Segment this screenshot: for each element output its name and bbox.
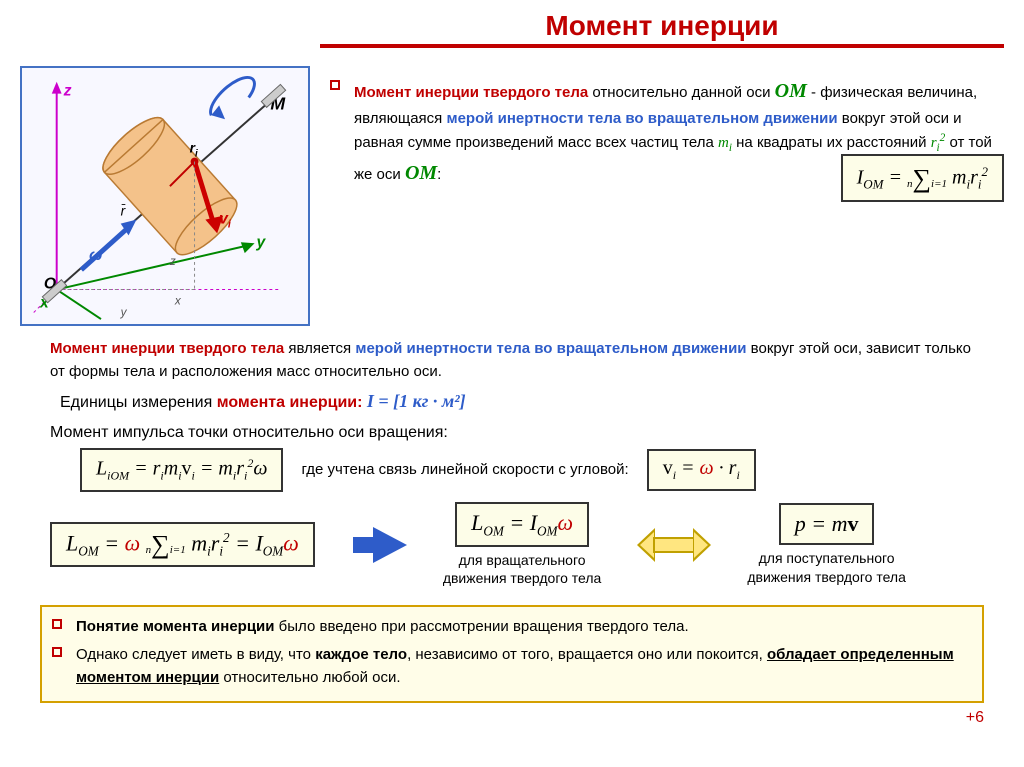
formula-lom-sum: LOM = ω n∑i=1 miri2 = IOMω <box>50 522 315 568</box>
svg-text:z: z <box>63 83 72 100</box>
svg-text:y: y <box>256 234 267 251</box>
bottom-note-2: Однако следует иметь в виду, что каждое … <box>76 643 972 690</box>
bullet-icon <box>52 647 62 657</box>
bullet-icon <box>52 619 62 629</box>
bottom-note-box: Понятие момента инерции было введено при… <box>40 605 984 703</box>
units-line: Единицы измерения момента инерции: I = [… <box>60 391 974 412</box>
definition-text: Момент инерции твердого тела относительн… <box>354 76 1004 202</box>
svg-text:r̄: r̄ <box>121 203 127 218</box>
col-rotational: LOM = IOMω для вращательногодвижения тве… <box>443 502 602 588</box>
formula-vi: vi = ω · ri <box>647 449 756 491</box>
label-translational: для поступательногодвижения твердого тел… <box>747 549 906 585</box>
formula-iom: IOM = n∑i=1 miri2 <box>841 154 1004 203</box>
label-rotational: для вращательногодвижения твердого тела <box>443 551 602 587</box>
svg-text:y: y <box>120 305 128 319</box>
equation-row-1: LiOM = rimivi = miri2ω где учтена связь … <box>80 448 974 492</box>
formula-lom: LOM = IOMω <box>455 502 589 547</box>
bottom-note-1: Понятие момента инерции было введено при… <box>76 615 689 638</box>
definition-block: Момент инерции твердого тела относительн… <box>330 66 1004 326</box>
formula-liom: LiOM = rimivi = miri2ω <box>80 448 283 492</box>
double-arrow-icon <box>637 528 711 562</box>
svg-text:ω: ω <box>89 247 102 264</box>
arrow-right-icon <box>351 527 407 563</box>
bullet-icon <box>330 80 340 90</box>
paragraph-1: Момент инерции твердого тела является ме… <box>50 338 974 383</box>
page-title: Момент инерции <box>320 10 1004 42</box>
note-linear-angular: где учтена связь линейной скорости с угл… <box>301 461 628 478</box>
diagram-box: z y x O M <box>20 66 310 326</box>
page-number: +6 <box>20 709 1004 727</box>
svg-text:z: z <box>169 254 176 268</box>
col-translational: p = mv для поступательногодвижения тверд… <box>747 503 906 585</box>
formula-p: p = mv <box>779 503 875 545</box>
diagram-svg: z y x O M <box>22 68 308 324</box>
top-row: z y x O M <box>20 66 1004 326</box>
svg-text:x: x <box>174 293 182 307</box>
title-underline <box>320 44 1004 48</box>
heading-angular-momentum: Момент импульса точки относительно оси в… <box>50 424 974 442</box>
equation-row-2: LOM = ω n∑i=1 miri2 = IOMω LOM = IOMω дл… <box>50 502 974 588</box>
